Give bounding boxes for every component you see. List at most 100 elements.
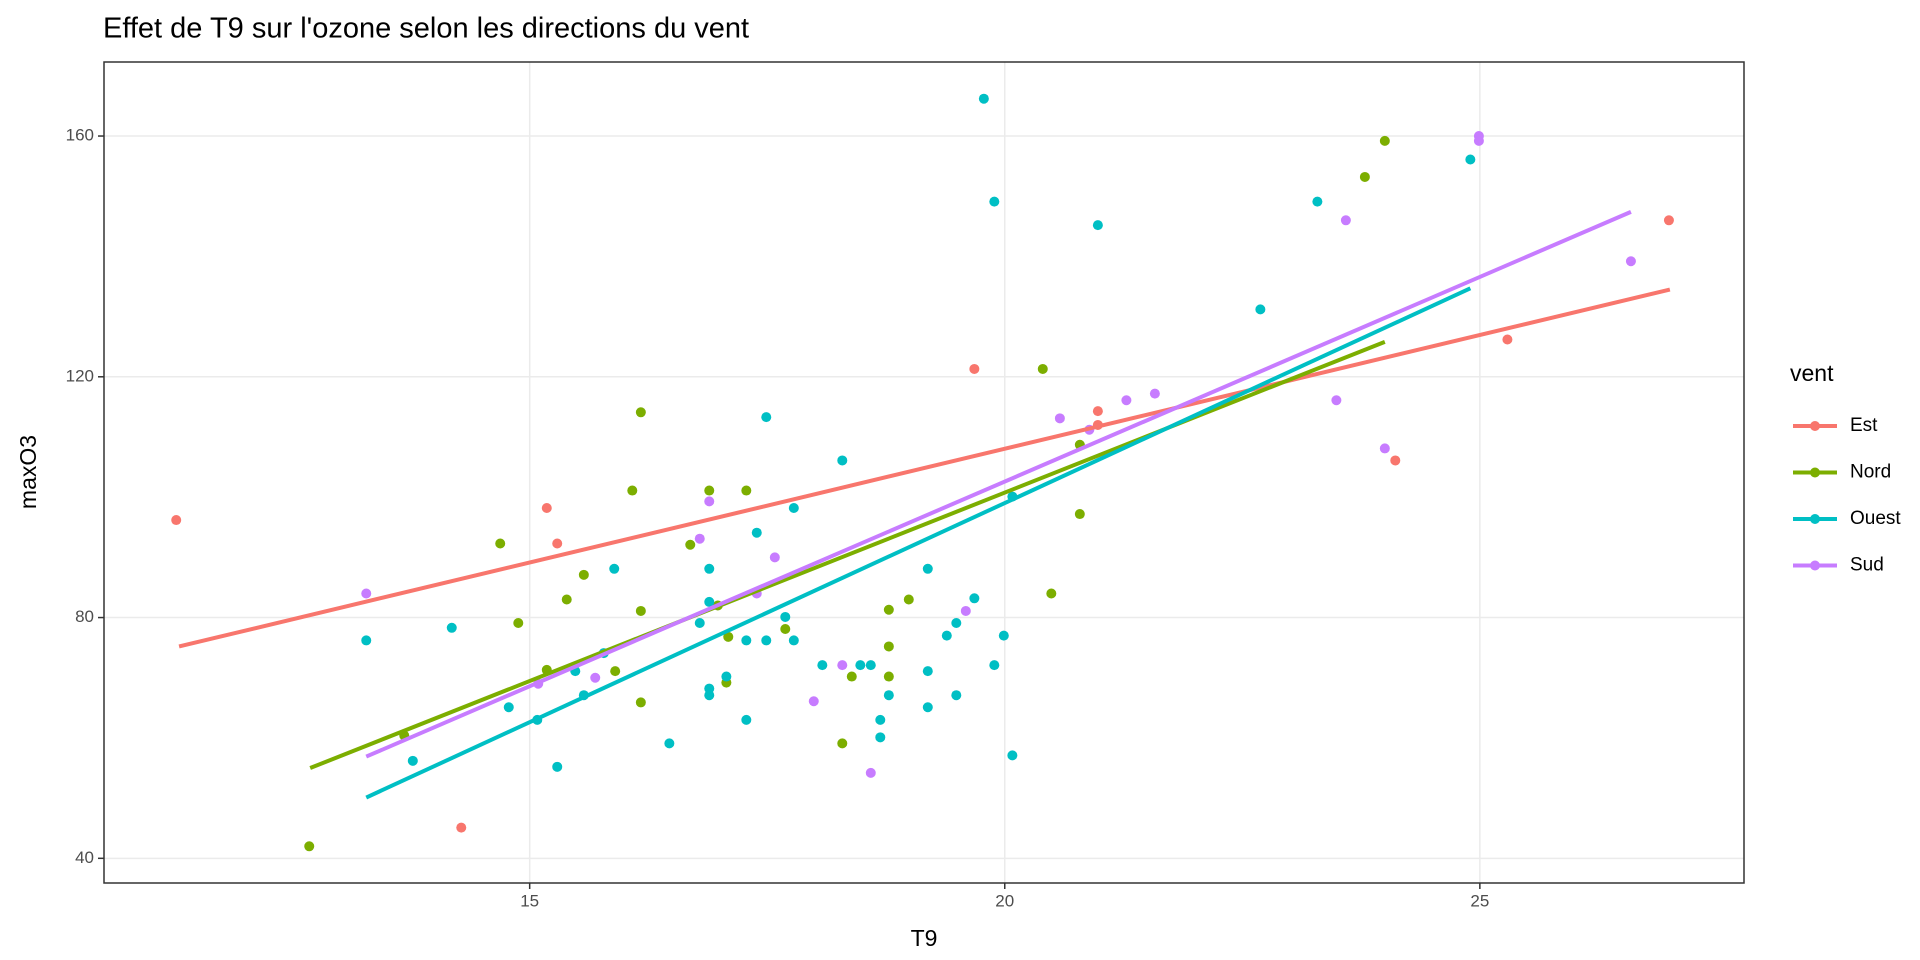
point — [1465, 154, 1476, 165]
point — [1312, 196, 1323, 207]
legend-label: Ouest — [1850, 508, 1901, 529]
fit-line — [365, 286, 1472, 800]
point — [503, 702, 514, 713]
point — [978, 93, 989, 104]
point — [495, 538, 506, 549]
point — [361, 635, 372, 646]
point — [723, 631, 734, 642]
point — [751, 527, 762, 538]
point — [1663, 215, 1674, 226]
point — [761, 412, 772, 423]
point — [1046, 588, 1057, 599]
point — [883, 604, 894, 615]
point — [1390, 455, 1401, 466]
y-tick-label: 120 — [66, 366, 94, 385]
point — [1379, 443, 1390, 454]
point — [407, 755, 418, 766]
point — [552, 761, 563, 772]
grid — [104, 62, 1744, 883]
point — [609, 563, 620, 574]
point — [1340, 215, 1351, 226]
fit-line — [365, 210, 1632, 759]
legend-label: Est — [1850, 415, 1878, 436]
point — [694, 533, 705, 544]
fit-line — [309, 340, 1386, 770]
point — [817, 660, 828, 671]
point — [1379, 135, 1390, 146]
point — [951, 690, 962, 701]
point — [704, 690, 715, 701]
point — [1255, 304, 1266, 315]
point — [875, 732, 886, 743]
point — [361, 588, 372, 599]
point — [837, 455, 848, 466]
point — [541, 503, 552, 514]
point — [1502, 334, 1513, 345]
point — [171, 515, 182, 526]
panel-border — [103, 61, 1745, 884]
point — [704, 563, 715, 574]
point — [788, 635, 799, 646]
point — [922, 666, 933, 677]
point — [664, 738, 675, 749]
point — [837, 660, 848, 671]
point — [761, 635, 772, 646]
x-tick-label: 25 — [1470, 891, 1489, 910]
point — [846, 671, 857, 682]
point — [922, 563, 933, 574]
legend-key-point — [1810, 560, 1820, 571]
point — [578, 569, 589, 580]
point — [1007, 750, 1018, 761]
point — [788, 503, 799, 514]
point — [304, 841, 315, 852]
x-tick-label: 20 — [995, 891, 1014, 910]
point — [635, 605, 646, 616]
point — [446, 622, 457, 633]
point — [941, 630, 952, 641]
point — [610, 666, 621, 677]
x-tick-label: 15 — [520, 891, 539, 910]
point — [951, 617, 962, 628]
point — [685, 539, 696, 550]
legend-key-point — [1810, 514, 1820, 524]
point — [1037, 363, 1048, 374]
point — [1149, 388, 1160, 399]
chart-title: Effet de T9 sur l'ozone selon les direct… — [103, 13, 749, 45]
point — [875, 714, 886, 725]
fit-line — [178, 287, 1671, 649]
point — [865, 660, 876, 671]
point — [635, 407, 646, 418]
point — [989, 196, 1000, 207]
point — [1092, 406, 1103, 417]
plot-area — [171, 93, 1674, 852]
point — [704, 596, 715, 607]
point — [635, 697, 646, 708]
y-tick-label: 80 — [75, 607, 94, 626]
point — [741, 485, 752, 496]
point — [960, 605, 971, 616]
point — [903, 594, 914, 605]
point — [561, 594, 572, 605]
legend: Est Nord Ouest Sud — [1793, 415, 1901, 576]
point — [627, 485, 638, 496]
point — [998, 630, 1009, 641]
legend-key-point — [1810, 467, 1820, 478]
point — [883, 671, 894, 682]
x-axis-label: T9 — [911, 925, 938, 951]
point — [590, 672, 601, 683]
point — [1121, 395, 1132, 406]
point — [780, 623, 791, 634]
point — [1092, 220, 1103, 231]
legend-label: Sud — [1850, 555, 1884, 576]
axes: 15 20 25 40 80 120 160 — [66, 126, 1490, 911]
point — [780, 611, 791, 622]
point — [1473, 135, 1484, 146]
point — [704, 496, 715, 507]
point — [865, 767, 876, 778]
point — [552, 538, 563, 549]
point — [1359, 171, 1370, 182]
legend-key-point — [1810, 421, 1820, 431]
point — [1054, 413, 1065, 424]
